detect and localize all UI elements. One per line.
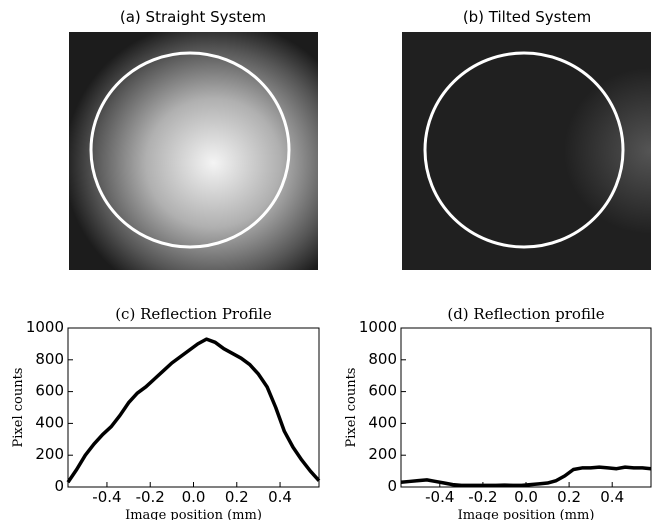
image-title: (b) Tilted System xyxy=(463,8,591,26)
plot-frame xyxy=(67,327,320,488)
chart-title: (c) Reflection Profile xyxy=(115,305,272,323)
y-tick-label: 0 xyxy=(387,477,397,495)
y-tick-label: 200 xyxy=(35,445,64,463)
y-axis-label: Pixel counts xyxy=(344,368,359,448)
y-tick-label: 800 xyxy=(35,350,64,368)
y-tick-label: 600 xyxy=(368,382,397,400)
y-tick-label: 400 xyxy=(368,413,397,431)
x-tick-label: -0.4 xyxy=(425,488,454,506)
y-tick-label: 800 xyxy=(368,350,397,368)
image-b xyxy=(402,32,651,270)
x-tick-label: 0.0 xyxy=(182,488,206,506)
data-line xyxy=(66,337,321,484)
x-tick-label: -0.4 xyxy=(92,488,121,506)
y-tick-label: 600 xyxy=(35,382,64,400)
image-a xyxy=(69,32,318,270)
y-tick-label: 200 xyxy=(368,445,397,463)
circle-outline xyxy=(423,51,625,249)
circle-outline xyxy=(89,51,291,249)
x-tick-label: 0.4 xyxy=(600,488,624,506)
x-tick-label: -0.2 xyxy=(136,488,165,506)
chart-title: (d) Reflection profile xyxy=(447,305,604,323)
y-tick-label: 0 xyxy=(54,477,64,495)
x-axis-label: Image position (mm) xyxy=(125,508,262,520)
x-axis-label: Image position (mm) xyxy=(458,508,595,520)
data-line xyxy=(400,465,652,488)
x-tick-label: 0.0 xyxy=(514,488,538,506)
y-tick-label: 1000 xyxy=(359,318,397,336)
image-title: (a) Straight System xyxy=(120,8,266,26)
y-tick-label: 400 xyxy=(35,413,64,431)
y-axis-label: Pixel counts xyxy=(11,368,26,448)
y-tick-label: 1000 xyxy=(26,318,64,336)
x-tick-label: 0.2 xyxy=(225,488,249,506)
plot-frame xyxy=(400,327,652,488)
x-tick-label: 0.2 xyxy=(557,488,581,506)
x-tick-label: -0.2 xyxy=(468,488,497,506)
x-tick-label: 0.4 xyxy=(268,488,292,506)
